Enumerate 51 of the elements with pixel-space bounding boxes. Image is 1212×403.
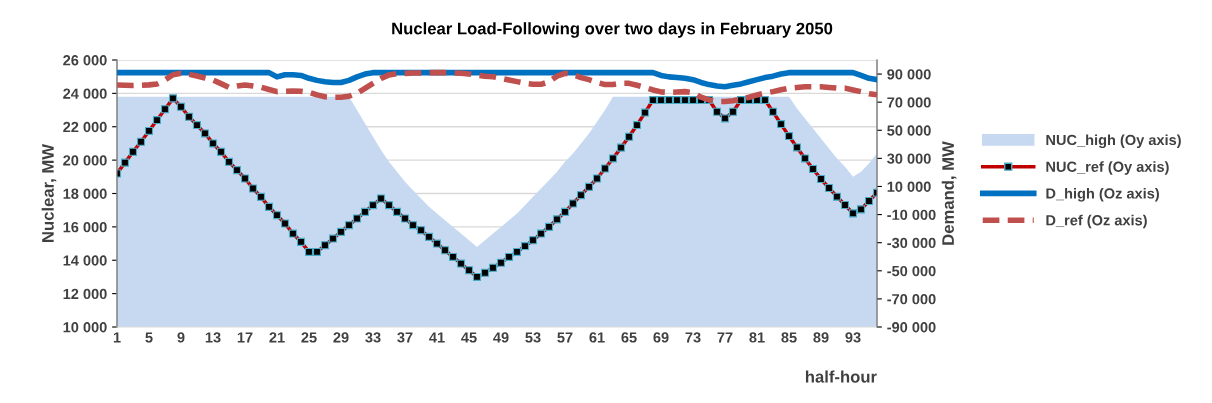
x-tick-label: 37 [397,332,413,343]
x-tick-label: 13 [205,332,221,343]
x-tick-label: 9 [177,332,185,343]
x-tick-label: 85 [781,332,797,343]
x-axis-title: half-hour [805,370,877,383]
x-tick-label: 81 [749,332,765,343]
y-tick-label: 20 000 [63,155,107,166]
x-tick-label: 89 [813,332,829,343]
y2-tick-label: 30 000 [887,153,931,164]
y-axis-title: Nuclear, MW [41,143,57,242]
y-tick-label: 24 000 [63,88,107,99]
x-tick-label: 33 [365,332,381,343]
x-tick-label: 93 [845,332,861,343]
y2-tick-label: -50 000 [887,265,936,277]
y2-tick-label: -90 000 [887,322,936,333]
x-tick-label: 29 [333,332,349,343]
x-tick-label: 53 [525,332,541,343]
x-tick-label: 25 [301,332,317,343]
x-tick-label: 57 [557,332,573,343]
y2-tick-label: 50 000 [887,125,931,136]
legend-label: D_ref (Oz axis) [1046,214,1147,229]
y2-tick-label: -10 000 [887,209,936,221]
y2-tick-label: 70 000 [887,97,931,108]
y2-tick-label: -30 000 [887,237,936,249]
x-tick-label: 73 [685,332,701,343]
x-tick-label: 17 [237,332,253,343]
x-tick-label: 41 [429,332,445,343]
y-tick-label: 16 000 [63,221,107,233]
x-tick-label: 21 [269,332,285,343]
y2-tick-label: -70 000 [887,294,936,305]
legend-label: D_high (Oz axis) [1046,187,1159,202]
x-tick-label: 77 [717,332,733,343]
y2-tick-label: 10 000 [887,181,931,192]
y2-axis-title: Demand, MW [941,141,957,245]
y-tick-label: 12 000 [63,288,107,300]
y-tick-label: 10 000 [63,322,107,333]
x-tick-label: 49 [493,332,509,343]
x-tick-label: 45 [461,332,477,343]
x-tick-label: 69 [653,332,669,343]
legend-label: NUC_high (Oy axis) [1046,134,1181,149]
y2-tick-label: 90 000 [887,69,931,80]
x-tick-label: 61 [589,332,605,343]
y-tick-label: 26 000 [63,55,107,66]
x-tick-label: 1 [113,332,121,343]
chart-title: Nuclear Load-Following over two days in February 2050 [392,22,833,38]
x-tick-label: 65 [621,332,637,343]
y-tick-label: 22 000 [63,121,107,133]
legend-label: NUC_ref (Oy axis) [1046,161,1169,175]
x-tick-label: 5 [145,332,153,343]
y-tick-label: 14 000 [63,255,107,266]
y-tick-label: 18 000 [63,188,107,199]
